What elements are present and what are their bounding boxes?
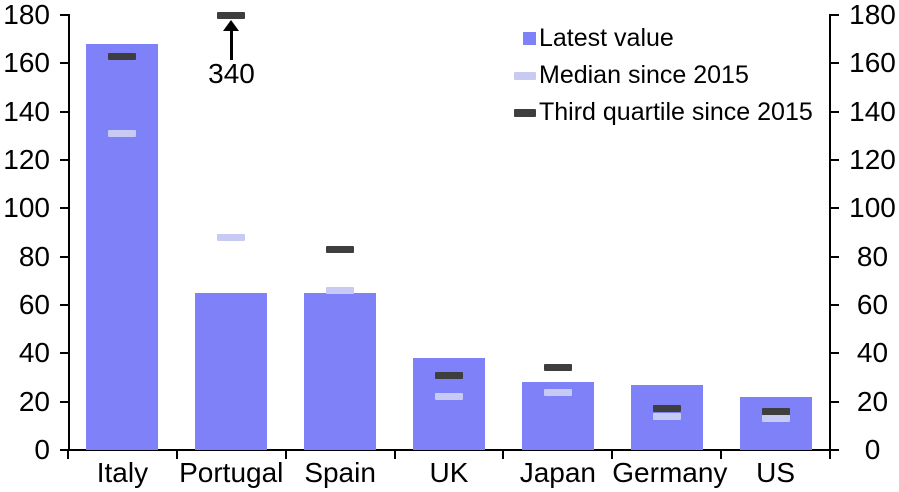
y-tick-left xyxy=(60,400,69,403)
x-tick xyxy=(502,451,505,459)
y-tick-label-right: 100 xyxy=(849,192,896,224)
x-tick xyxy=(829,451,831,459)
y-tick-label-left: 140 xyxy=(3,95,50,127)
median-marker-uk xyxy=(435,393,463,401)
y-tick-left xyxy=(60,14,69,16)
y-tick-right xyxy=(830,159,839,161)
y-tick-label-left: 100 xyxy=(3,192,50,224)
category-label-japan: Japan xyxy=(519,457,596,488)
legend-item-latest-value: Latest value xyxy=(505,20,813,57)
q3-marker-italy xyxy=(108,52,137,60)
legend-label-third-quartile: Third quartile since 2015 xyxy=(539,98,813,126)
bar-portugal xyxy=(195,292,268,450)
q3-marker-japan xyxy=(543,364,572,372)
y-tick-label-left: 160 xyxy=(3,47,50,79)
y-tick-label-right: 160 xyxy=(849,47,896,79)
y-tick-left xyxy=(60,304,69,306)
y-tick-right xyxy=(830,110,839,113)
x-tick xyxy=(393,451,396,459)
y-tick-right xyxy=(830,62,839,65)
y-tick-label-left: 40 xyxy=(18,337,50,369)
bar-spain xyxy=(304,292,377,450)
legend: Latest value Median since 2015 Third qua… xyxy=(505,20,813,131)
x-tick xyxy=(720,451,723,459)
median-marker-portugal xyxy=(217,233,246,241)
x-axis xyxy=(68,449,831,451)
y-tick-label-right: 180 xyxy=(849,0,896,30)
median-marker-spain xyxy=(326,287,355,294)
median-marker-us xyxy=(761,415,790,423)
legend-swatch-latest xyxy=(523,32,536,45)
y-axis-right xyxy=(829,14,831,451)
y-tick-left xyxy=(60,449,69,451)
q3-marker-us xyxy=(761,407,790,415)
q3-marker-germany xyxy=(652,405,681,413)
y-tick-label-right: 80 xyxy=(856,240,889,272)
category-label-uk: UK xyxy=(429,457,469,488)
up-arrow-icon xyxy=(223,20,239,31)
y-axis-left xyxy=(68,14,70,451)
y-tick-label-left: 80 xyxy=(18,240,50,272)
y-tick-label-right: 20 xyxy=(856,385,889,417)
y-tick-label-left: 180 xyxy=(3,0,50,30)
y-tick-label-left: 0 xyxy=(34,434,50,465)
y-tick-right xyxy=(830,449,839,451)
y-tick-label-right: 40 xyxy=(856,337,889,369)
y-tick-label-left: 20 xyxy=(18,385,50,417)
y-tick-right xyxy=(830,304,839,306)
y-tick-right xyxy=(830,255,839,258)
q3-marker-uk xyxy=(435,371,463,379)
legend-label-latest-value: Latest value xyxy=(539,24,674,52)
y-tick-left xyxy=(60,62,69,65)
median-marker-italy xyxy=(108,129,137,137)
category-label-italy: Italy xyxy=(96,457,149,488)
bar-italy xyxy=(86,44,159,450)
legend-item-third-quartile: Third quartile since 2015 xyxy=(505,94,813,131)
median-marker-japan xyxy=(543,388,572,396)
x-tick xyxy=(175,451,178,459)
y-tick-left xyxy=(60,159,69,161)
x-tick xyxy=(67,451,69,459)
y-tick-label-left: 60 xyxy=(18,289,50,320)
y-tick-label-right: 0 xyxy=(864,434,881,465)
median-marker-germany xyxy=(652,412,681,420)
x-tick xyxy=(611,451,614,459)
legend-swatch-median xyxy=(514,71,536,80)
y-tick-left xyxy=(60,110,69,113)
y-tick-label-right: 60 xyxy=(856,289,889,320)
q3-marker-portugal xyxy=(217,11,246,19)
y-tick-right xyxy=(830,352,839,355)
y-tick-left xyxy=(60,207,69,210)
y-tick-right xyxy=(830,207,839,210)
bar-us xyxy=(739,396,812,450)
y-tick-label-right: 140 xyxy=(849,95,896,127)
category-label-portugal: Portugal xyxy=(179,457,284,488)
category-label-germany: Germany xyxy=(612,457,728,488)
legend-swatch-third-quartile xyxy=(514,108,536,117)
legend-label-median: Median since 2015 xyxy=(539,61,749,89)
y-tick-left xyxy=(60,352,69,355)
annotation-value-label: 340 xyxy=(208,58,255,89)
y-tick-right xyxy=(830,14,839,16)
y-tick-right xyxy=(830,400,839,403)
x-tick xyxy=(284,451,287,459)
category-label-us: US xyxy=(756,457,796,488)
q3-marker-spain xyxy=(326,245,355,253)
y-tick-label-right: 120 xyxy=(849,144,896,175)
y-tick-left xyxy=(60,255,69,258)
y-tick-label-left: 120 xyxy=(3,144,50,175)
up-arrow-shaft xyxy=(230,29,233,60)
category-label-spain: Spain xyxy=(304,457,376,488)
legend-item-median: Median since 2015 xyxy=(505,57,813,94)
